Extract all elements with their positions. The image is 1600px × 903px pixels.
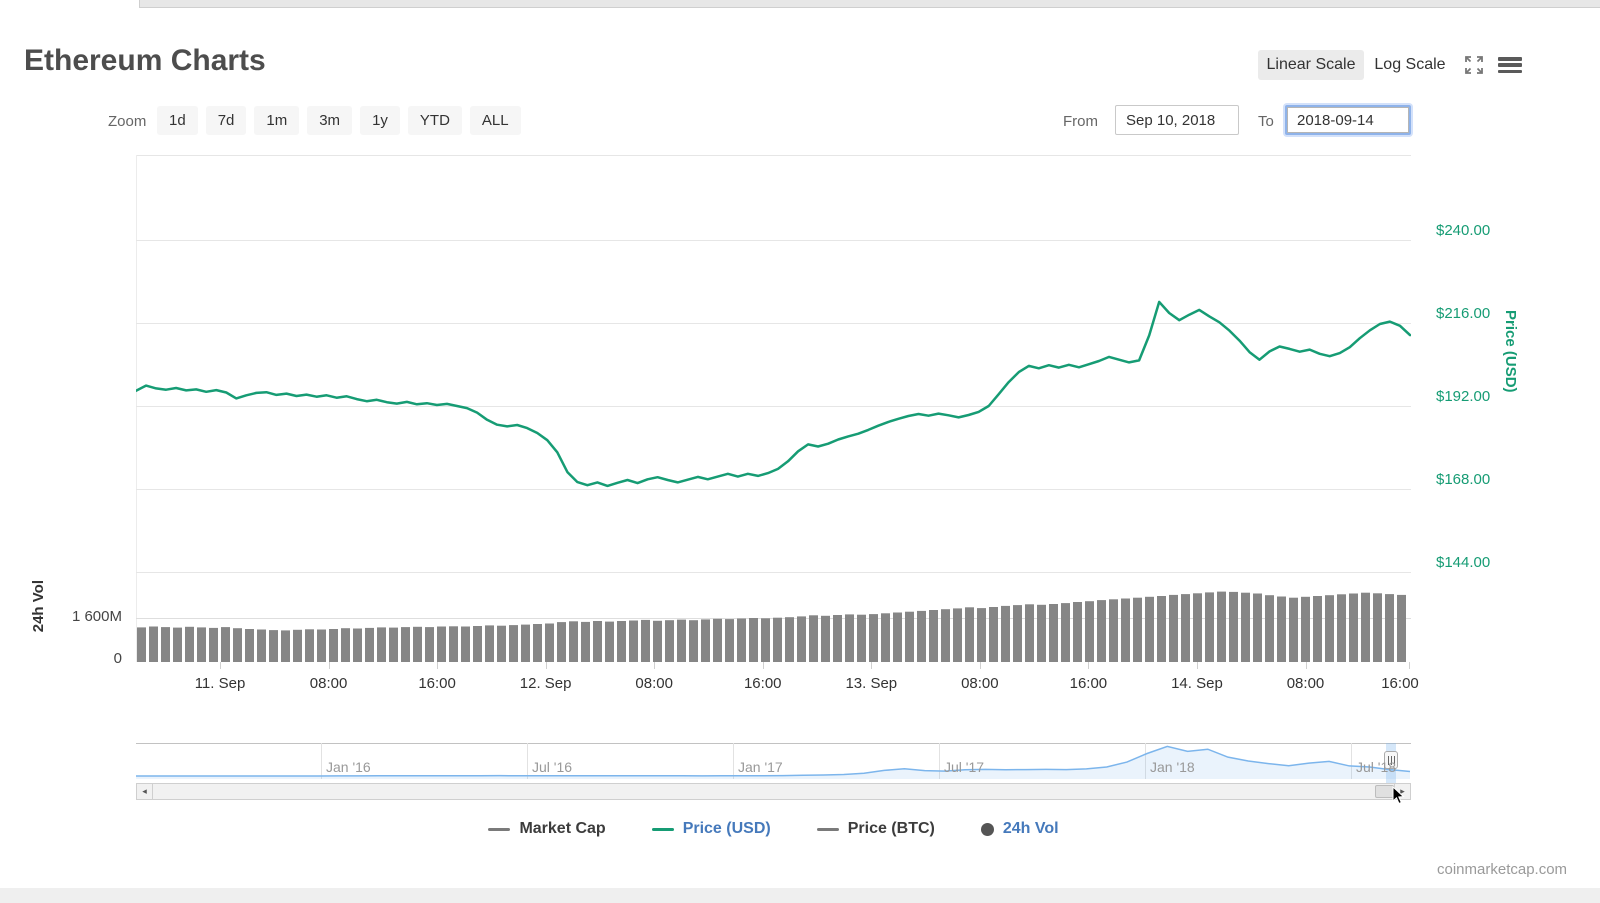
zoom-button-7d[interactable]: 7d <box>205 106 247 135</box>
volume-axis-title: 24h Vol <box>30 580 47 633</box>
browser-tab-strip <box>0 0 1600 8</box>
browser-active-tab <box>0 0 140 8</box>
zoom-label: Zoom <box>108 113 147 130</box>
navigator-area-fill <box>136 746 1410 779</box>
price-axis-tick-label: $192.00 <box>1436 388 1491 405</box>
x-axis-tick-label: 08:00 <box>635 675 673 692</box>
x-axis-tick <box>1088 662 1090 669</box>
x-axis-tick-label: 08:00 <box>309 675 348 692</box>
volume-axis-tick-label: 1 600M <box>71 608 122 625</box>
plot-left-border <box>136 155 137 662</box>
zoom-button-3m[interactable]: 3m <box>307 106 353 135</box>
log-scale-button[interactable]: Log Scale <box>1372 50 1448 80</box>
x-axis-tick-label: 14. Sep <box>1171 675 1223 692</box>
price-axis-title: Price (USD) <box>1502 310 1519 393</box>
navigator-handle[interactable] <box>1384 751 1398 769</box>
legend-marker-circle-icon <box>980 822 994 836</box>
zoom-button-1m[interactable]: 1m <box>254 106 300 135</box>
x-axis-tick <box>871 662 873 669</box>
from-label: From <box>1063 113 1098 130</box>
legend-item-24h-vol[interactable]: 24h Vol <box>980 820 1059 838</box>
zoom-button-1y[interactable]: 1y <box>360 106 400 135</box>
legend-marker-dash-icon <box>816 827 839 831</box>
navigator-line-series <box>136 745 1411 777</box>
x-axis-tick-label: 08:00 <box>1286 675 1325 692</box>
legend-item-label: Market Cap <box>519 820 606 837</box>
navigator-tick-label: Jan '16 <box>326 759 371 775</box>
x-axis-tick-label: 13. Sep <box>845 675 898 692</box>
x-axis-tick-label: 16:00 <box>1381 675 1419 692</box>
navigator-tick-label: Jul '16 <box>532 759 573 775</box>
navigator-top-border <box>136 743 1411 744</box>
navigator-tick-label: Jan '18 <box>1150 759 1195 775</box>
x-axis-tick <box>1305 662 1307 669</box>
x-axis-tick-label: 12. Sep <box>519 675 572 692</box>
price-axis-tick-label: $216.00 <box>1436 305 1491 322</box>
navigator-tick-label: Jul '18 <box>1356 759 1397 775</box>
zoom-button-ytd[interactable]: YTD <box>407 106 462 135</box>
page-title: Ethereum Charts <box>24 44 266 77</box>
zoom-button-1d[interactable]: 1d <box>157 106 198 135</box>
chart-legend: Market Cap Price (USD) Price (BTC) 24h Vol <box>136 820 1411 838</box>
price-axis-tick-label: $144.00 <box>1436 554 1491 571</box>
x-axis-tick-label: 08:00 <box>961 675 999 692</box>
x-axis-tick-label: 16:00 <box>1069 675 1108 692</box>
x-axis-tick-label: 16:00 <box>743 675 782 692</box>
to-label: To <box>1258 113 1274 130</box>
zoom-button-group: 1d 7d 1m 3m 1y YTD ALL <box>157 106 521 135</box>
x-axis-tick <box>762 662 764 669</box>
x-axis-tick <box>979 662 981 669</box>
legend-item-label: 24h Vol <box>1002 820 1059 837</box>
legend-item-price-btc-[interactable]: Price (BTC) <box>816 820 935 838</box>
chart-scrollbar[interactable]: ◂ ▸ <box>136 783 1411 800</box>
x-axis-tick-label: 16:00 <box>418 675 456 692</box>
from-date-input[interactable] <box>1115 105 1239 135</box>
plot-top-border <box>136 155 1411 156</box>
legend-marker-dash-icon <box>651 827 674 831</box>
x-axis-tick <box>1196 662 1198 669</box>
legend-item-price-usd-[interactable]: Price (USD) <box>651 820 771 838</box>
price-chart[interactable] <box>136 155 1411 572</box>
x-axis-tick <box>654 662 656 669</box>
navigator-tick-label: Jul '17 <box>944 759 985 775</box>
linear-scale-button[interactable]: Linear Scale <box>1258 50 1364 80</box>
x-axis-tick <box>328 662 330 669</box>
legend-marker-dash-icon <box>488 827 511 831</box>
volume-axis-tick-label: 0 <box>113 650 122 667</box>
x-axis-tick-label: 11. Sep <box>194 675 246 692</box>
x-axis-tick <box>437 662 439 669</box>
bottom-strip <box>0 888 1600 903</box>
watermark: coinmarketcap.com <box>1437 861 1568 878</box>
price-line-series <box>136 300 1411 488</box>
legend-item-label: Price (USD) <box>682 820 771 837</box>
navigator-tick-label: Jan '17 <box>738 759 783 775</box>
fullscreen-icon[interactable] <box>1464 55 1484 75</box>
to-date-input[interactable] <box>1285 105 1411 135</box>
mouse-cursor <box>1392 786 1405 805</box>
price-axis-tick-label: $168.00 <box>1436 471 1491 488</box>
zoom-button-all[interactable]: ALL <box>469 106 521 135</box>
x-axis-tick <box>220 662 221 669</box>
legend-item-label: Price (BTC) <box>847 820 935 837</box>
navigator-chart[interactable] <box>136 743 1411 779</box>
x-axis-tick <box>545 662 547 669</box>
menu-icon[interactable] <box>1498 57 1522 73</box>
volume-bars <box>137 591 1406 662</box>
volume-chart[interactable] <box>136 572 1411 662</box>
legend-item-market-cap[interactable]: Market Cap <box>488 820 606 838</box>
scrollbar-left-arrow-icon[interactable]: ◂ <box>137 784 153 799</box>
x-axis-tick <box>1409 662 1410 669</box>
price-axis-tick-label: $240.00 <box>1436 222 1491 239</box>
